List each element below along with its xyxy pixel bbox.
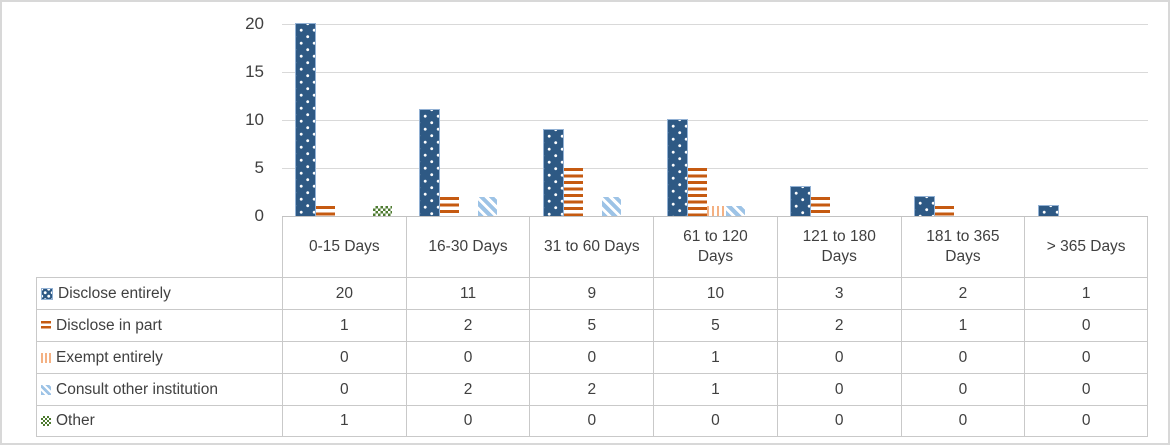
bar-disclose-in-part-16-30-days [440, 197, 460, 216]
legend-row-consult-other-institution: Consult other institution [36, 373, 282, 405]
value-cell-disclose-in-part-365-days: 0 [1024, 309, 1148, 341]
bar-group-61-to-120-days [653, 24, 777, 216]
value-cell-other-61-to-120-days: 0 [653, 405, 777, 437]
category-header-61-to-120-days: 61 to 120 Days [653, 217, 777, 277]
bar-disclose-in-part-121-to-180-days [811, 197, 831, 216]
disclose-in-part-swatch-icon [41, 320, 51, 331]
legend-label: Exempt entirely [56, 348, 163, 366]
bar-disclose-in-part-31-to-60-days [563, 168, 583, 216]
bar-disclose-entirely-16-30-days [419, 109, 441, 216]
legend-label: Disclose entirely [58, 284, 171, 302]
other-swatch-icon [41, 416, 51, 426]
category-header-181-to-365-days: 181 to 365 Days [900, 217, 1025, 277]
value-cell-exempt-entirely-181-to-365-days: 0 [900, 341, 1025, 373]
bar-group-365-days [1024, 24, 1148, 216]
value-cell-disclose-entirely-61-to-120-days: 10 [653, 277, 777, 309]
y-axis-tick-label-0: 0 [254, 206, 264, 225]
bar-group-16-30-days [406, 24, 530, 216]
bar-group-31-to-60-days [529, 24, 653, 216]
legend-label: Other [56, 412, 95, 429]
value-cell-other-365-days: 0 [1024, 405, 1148, 437]
value-cell-disclose-entirely-365-days: 1 [1024, 277, 1148, 309]
value-cell-disclose-in-part-16-30-days: 2 [405, 309, 530, 341]
bars-layer [282, 23, 1148, 216]
bar-exempt-entirely-61-to-120-days [706, 206, 726, 216]
legend-label: Disclose in part [56, 316, 162, 334]
category-header-121-to-180-days: 121 to 180 Days [776, 217, 901, 277]
bar-disclose-entirely-61-to-120-days [666, 119, 688, 216]
value-cell-disclose-in-part-181-to-365-days: 1 [900, 309, 1025, 341]
value-cell-disclose-entirely-181-to-365-days: 2 [900, 277, 1025, 309]
value-cell-disclose-entirely-31-to-60-days: 9 [529, 277, 654, 309]
value-cell-other-0-15-days: 1 [282, 405, 406, 437]
value-cell-disclose-in-part-61-to-120-days: 5 [653, 309, 777, 341]
category-header-0-15-days: 0-15 Days [282, 217, 406, 277]
value-cell-exempt-entirely-16-30-days: 0 [405, 341, 530, 373]
value-cell-consult-other-institution-121-to-180-days: 0 [776, 373, 901, 405]
category-header-365-days: > 365 Days [1024, 217, 1148, 277]
value-cell-disclose-in-part-0-15-days: 1 [282, 309, 406, 341]
value-cell-disclose-entirely-16-30-days: 11 [405, 277, 530, 309]
category-header-31-to-60-days: 31 to 60 Days [529, 217, 654, 277]
value-cell-exempt-entirely-365-days: 0 [1024, 341, 1148, 373]
category-header-16-30-days: 16-30 Days [405, 217, 530, 277]
bar-disclose-entirely-31-to-60-days [542, 129, 564, 216]
bar-disclose-in-part-0-15-days [316, 206, 336, 216]
bar-consult-other-institution-61-to-120-days [725, 206, 745, 216]
bar-disclose-in-part-61-to-120-days [687, 168, 707, 216]
value-cell-disclose-in-part-31-to-60-days: 5 [529, 309, 654, 341]
exempt-entirely-swatch-icon [41, 352, 51, 363]
bar-group-121-to-180-days [777, 24, 901, 216]
bar-disclose-entirely-121-to-180-days [790, 186, 812, 216]
y-axis-tick-label-5: 5 [254, 158, 264, 177]
value-cell-consult-other-institution-365-days: 0 [1024, 373, 1148, 405]
gridline-5 [282, 168, 1148, 169]
gridline-20 [282, 24, 1148, 25]
bar-disclose-entirely-365-days [1037, 205, 1059, 216]
gridline-15 [282, 72, 1148, 73]
value-cell-other-181-to-365-days: 0 [900, 405, 1025, 437]
disclose-entirely-swatch-icon [41, 287, 53, 300]
value-cell-other-31-to-60-days: 0 [529, 405, 654, 437]
value-cell-other-16-30-days: 0 [405, 405, 530, 437]
y-axis-tick-label-10: 10 [245, 110, 264, 129]
value-cell-consult-other-institution-0-15-days: 0 [282, 373, 406, 405]
table-corner-cell [36, 217, 282, 277]
value-cell-exempt-entirely-121-to-180-days: 0 [776, 341, 901, 373]
value-cell-exempt-entirely-61-to-120-days: 1 [653, 341, 777, 373]
value-cell-disclose-entirely-121-to-180-days: 3 [776, 277, 901, 309]
legend-row-other: Other [36, 405, 282, 437]
gridline-10 [282, 120, 1148, 121]
bar-group-0-15-days [282, 23, 406, 216]
y-axis-tick-label-20: 20 [245, 14, 264, 33]
legend-row-disclose-entirely: Disclose entirely [36, 277, 282, 309]
bar-consult-other-institution-16-30-days [478, 197, 498, 216]
bar-other-0-15-days [373, 206, 393, 216]
value-cell-exempt-entirely-31-to-60-days: 0 [529, 341, 654, 373]
value-cell-exempt-entirely-0-15-days: 0 [282, 341, 406, 373]
bar-group-181-to-365-days [901, 24, 1025, 216]
consult-other-institution-swatch-icon [41, 384, 51, 395]
value-cell-consult-other-institution-31-to-60-days: 2 [529, 373, 654, 405]
bar-disclose-entirely-0-15-days [295, 23, 317, 216]
x-axis-line [282, 216, 1148, 217]
value-cell-consult-other-institution-16-30-days: 2 [405, 373, 530, 405]
y-axis-tick-label-15: 15 [245, 62, 264, 81]
value-cell-consult-other-institution-61-to-120-days: 1 [653, 373, 777, 405]
legend-row-disclose-in-part: Disclose in part [36, 309, 282, 341]
legend-label: Consult other institution [56, 380, 218, 398]
value-cell-other-121-to-180-days: 0 [776, 405, 901, 437]
legend-row-exempt-entirely: Exempt entirely [36, 341, 282, 373]
data-table: 0-15 Days 16-30 Days 31 to 60 Days 61 to 12… [36, 217, 1148, 437]
value-cell-disclose-in-part-121-to-180-days: 2 [776, 309, 901, 341]
bar-disclose-entirely-181-to-365-days [913, 196, 935, 216]
bar-consult-other-institution-31-to-60-days [601, 197, 621, 216]
value-cell-consult-other-institution-181-to-365-days: 0 [900, 373, 1025, 405]
value-cell-disclose-entirely-0-15-days: 20 [282, 277, 406, 309]
bar-disclose-in-part-181-to-365-days [934, 206, 954, 216]
